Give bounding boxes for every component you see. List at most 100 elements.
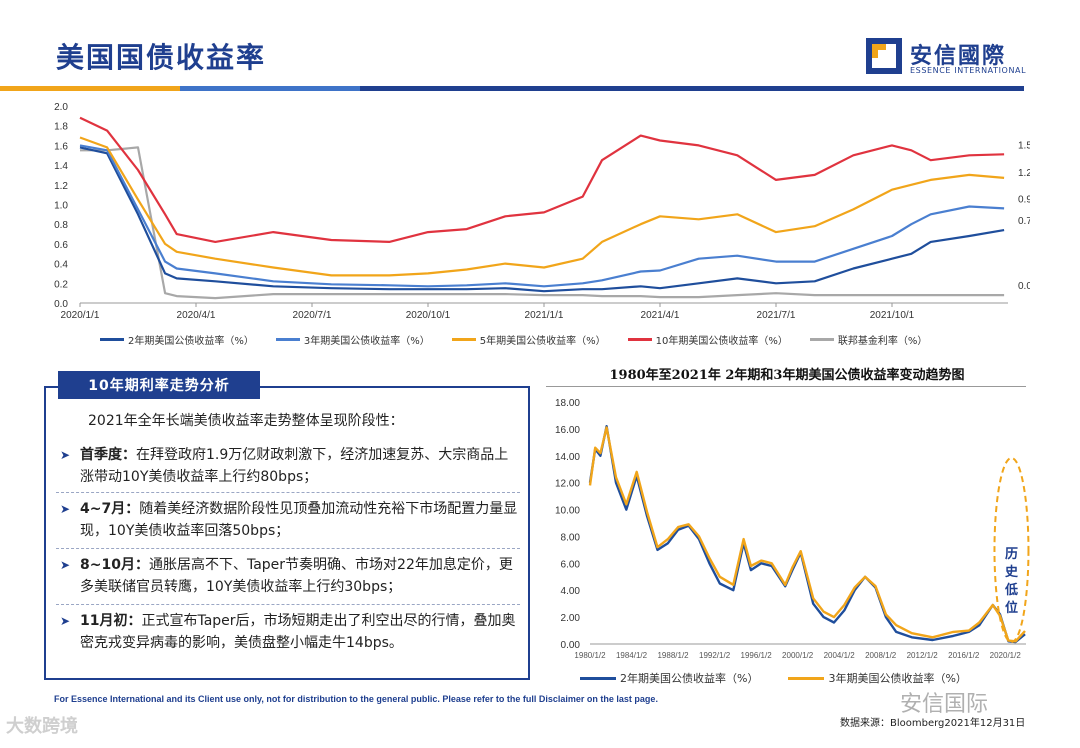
x-tick-label: 2000/1/2 — [782, 651, 814, 660]
x-tick-label: 2021/7/1 — [757, 310, 796, 321]
hist-title-rule — [546, 386, 1026, 387]
analysis-bullet: ➤ 11月初：正式宣布Taper后，市场短期走出了利空出尽的行情，叠加奥密克戎变… — [60, 610, 520, 654]
x-tick-label: 2020/7/1 — [293, 310, 332, 321]
bullet-text: 通胀居高不下、Taper节奏明确、市场对22年加息定价，更多美联储官员转鹰，10… — [80, 557, 513, 595]
series-line — [79, 146, 1005, 293]
data-source: 数据来源：Bloomberg2021年12月31日 — [840, 718, 1026, 729]
divider — [56, 548, 520, 549]
y-tick-label: 2.0 — [54, 102, 68, 113]
series-line — [79, 136, 1005, 277]
y-tick-label: 18.00 — [555, 398, 580, 409]
hist-chart-legend: 2年期美国公债收益率（%） 3年期美国公债收益率（%） — [580, 670, 1030, 686]
series-line — [79, 116, 1005, 243]
legend-item: 3年期美国公债收益率（%） — [275, 330, 430, 348]
historical-yield-chart: 0.00 2.00 4.00 6.00 8.00 10.00 12.00 14.00 16.00… — [555, 398, 1030, 660]
y-tick-label: 1.8 — [54, 122, 68, 133]
legend-label: 5年期美国公债收益率（%） — [479, 335, 606, 347]
watermark-left: 大数跨境 — [6, 716, 78, 737]
y-tick-label: 0.2 — [54, 279, 68, 290]
y-tick-label: 14.00 — [555, 452, 580, 463]
legend-item: 联邦基金利率（%） — [809, 330, 928, 348]
y-tick-label: 12.00 — [555, 479, 580, 490]
y-tick-label: 2.00 — [561, 613, 581, 624]
arrow-bullet-icon: ➤ — [60, 448, 71, 462]
divider — [56, 604, 520, 605]
arrow-bullet-icon: ➤ — [60, 614, 71, 628]
legend-item: 2年期美国公债收益率（%） — [100, 330, 254, 348]
legend-label: 10年期美国公债收益率（%） — [655, 335, 788, 347]
disclaimer: For Essence International and its Client… — [54, 694, 658, 704]
divider — [56, 492, 520, 493]
x-tick-label: 1988/1/2 — [657, 651, 689, 660]
legend-label: 联邦基金利率（%） — [837, 335, 928, 347]
legend-label: 2年期美国公债收益率（%） — [620, 672, 759, 685]
legend-swatch — [788, 676, 825, 680]
logo-subtext: ESSENCE INTERNATIONAL — [910, 66, 1027, 75]
y-tick-label: 16.00 — [555, 425, 580, 436]
analysis-bullet: ➤ 8~10月：通胀居高不下、Taper节奏明确、市场对22年加息定价，更多美联… — [60, 554, 520, 598]
annotation-char: 位 — [1005, 600, 1018, 616]
legend-swatch — [627, 337, 652, 341]
arrow-bullet-icon: ➤ — [60, 502, 71, 516]
legend-swatch — [100, 337, 124, 341]
legend-swatch — [451, 337, 476, 341]
y-tick-label: 6.00 — [561, 559, 581, 570]
x-tick-label: 2016/1/2 — [948, 651, 980, 660]
bullet-lead: 4~7月： — [80, 501, 140, 517]
y-tick-label: 1.4 — [54, 161, 68, 172]
analysis-header: 10年期利率走势分析 — [58, 371, 260, 399]
series-line — [588, 426, 1026, 643]
legend-label: 3年期美国公债收益率（%） — [303, 335, 430, 347]
logo: 安信國際 ESSENCE INTERNATIONAL — [866, 38, 1026, 78]
y-tick-label: 4.00 — [561, 586, 581, 597]
x-tick-label: 1980/1/2 — [574, 651, 606, 660]
x-tick-label: 1992/1/2 — [699, 651, 731, 660]
legend-label: 2年期美国公债收益率（%） — [128, 335, 254, 347]
bullet-text: 在拜登政府1.9万亿财政刺激下，经济加速复苏、大宗商品上涨带动10Y美债收益率上… — [80, 447, 509, 485]
legend-item: 10年期美国公债收益率（%） — [627, 330, 788, 348]
analysis-bullet: ➤ 4~7月：随着美经济数据阶段性见顶叠加流动性充裕下市场配置力量显现，10Y美… — [60, 498, 520, 542]
top-chart-legend: 2年期美国公债收益率（%） 3年期美国公债收益率（%） 5年期美国公债收益率（%） 1… — [100, 330, 1000, 348]
y-tick-label: 0.00 — [561, 640, 581, 651]
bullet-text: 随着美经济数据阶段性见顶叠加流动性充裕下市场配置力量显现，10Y美债收益率回落5… — [80, 501, 518, 539]
legend-swatch — [809, 337, 834, 341]
x-tick-label: 2020/1/1 — [61, 310, 100, 321]
top-yield-chart: 0.0 0.2 0.4 0.6 0.8 1.0 1.2 1.4 1.6 1.8 2.0 2020/1/… — [54, 102, 1030, 321]
series-line — [588, 425, 1026, 644]
y-tick-label: 0.4 — [54, 260, 68, 271]
x-tick-label: 2020/1/2 — [990, 651, 1022, 660]
bullet-lead: 8~10月： — [80, 557, 149, 573]
legend-item: 5年期美国公债收益率（%） — [451, 330, 606, 348]
hist-chart-title: 1980年至2021年 2年期和3年期美国公债收益率变动趋势图 — [609, 368, 965, 383]
end-value-label: 1.27 — [1018, 168, 1030, 179]
logo-mark-icon — [866, 38, 902, 74]
legend-label: 3年期美国公债收益率（%） — [828, 672, 967, 685]
logo-text: 安信國際 — [910, 43, 1007, 69]
x-tick-label: 2004/1/2 — [824, 651, 856, 660]
title-rule — [0, 86, 1024, 91]
y-tick-label: 0.0 — [54, 299, 68, 310]
analysis-box — [44, 386, 530, 680]
y-tick-label: 8.00 — [561, 532, 581, 543]
annotation-char: 历 — [1005, 547, 1018, 562]
end-value-label: 0.74 — [1018, 216, 1030, 227]
end-value-label: 0.08 — [1018, 281, 1030, 292]
legend-swatch — [275, 337, 300, 341]
legend-item: 3年期美国公债收益率（%） — [788, 670, 967, 686]
legend-swatch — [580, 676, 616, 680]
y-tick-label: 1.6 — [54, 141, 68, 152]
arrow-bullet-icon: ➤ — [60, 558, 71, 572]
end-value-label: 1.51 — [1018, 140, 1030, 151]
x-tick-label: 2008/1/2 — [865, 651, 897, 660]
page-title: 美国国债收益率 — [56, 41, 267, 74]
y-tick-label: 1.0 — [54, 201, 68, 212]
series-line — [79, 144, 1005, 288]
bullet-text: 正式宣布Taper后，市场短期走出了利空出尽的行情，叠加奥密克戎变异病毒的影响，… — [80, 613, 516, 651]
watermark-right: 安信国际 — [900, 692, 989, 717]
x-tick-label: 1984/1/2 — [616, 651, 648, 660]
annotation-char: 低 — [1004, 582, 1018, 598]
x-tick-label: 1996/1/2 — [741, 651, 773, 660]
y-tick-label: 10.00 — [555, 506, 580, 517]
bullet-lead: 首季度： — [80, 447, 136, 463]
x-tick-label: 2021/1/1 — [525, 310, 564, 321]
